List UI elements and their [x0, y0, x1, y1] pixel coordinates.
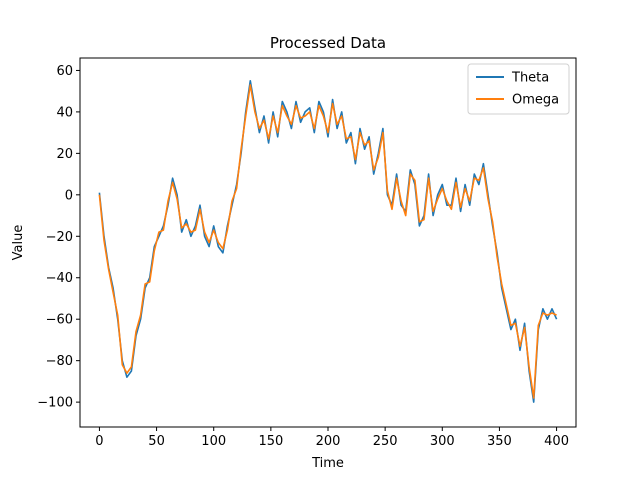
chart-title: Processed Data — [270, 34, 386, 52]
y-tick-label: 40 — [56, 105, 73, 120]
y-tick-label: −20 — [46, 230, 73, 245]
x-axis-label: Time — [311, 456, 344, 471]
x-tick-label: 350 — [487, 434, 512, 449]
y-tick-label: 60 — [56, 64, 73, 79]
x-tick-label: 150 — [258, 434, 283, 449]
legend-label-theta: Theta — [511, 71, 549, 86]
legend: Theta Omega — [467, 63, 570, 115]
y-tick-label: −40 — [46, 271, 73, 286]
x-axis: 0 50 100 150 200 250 300 350 400 — [95, 427, 569, 449]
y-tick-label: 0 — [65, 188, 73, 203]
y-tick-label: 20 — [56, 147, 73, 162]
x-tick-label: 0 — [95, 434, 103, 449]
x-tick-label: 100 — [201, 434, 226, 449]
x-tick-label: 250 — [373, 434, 398, 449]
y-tick-label: −60 — [46, 313, 73, 328]
y-axis: −100 −80 −60 −40 −20 0 20 40 60 — [37, 64, 80, 411]
y-axis-label: Value — [11, 225, 26, 261]
x-tick-label: 300 — [430, 434, 455, 449]
y-tick-label: −80 — [46, 354, 73, 369]
x-tick-label: 400 — [544, 434, 569, 449]
x-tick-label: 200 — [316, 434, 341, 449]
x-tick-label: 50 — [148, 434, 165, 449]
series-line-omega — [98, 84, 557, 399]
y-tick-label: −100 — [37, 396, 73, 411]
series-layer — [98, 80, 558, 403]
legend-label-omega: Omega — [512, 93, 559, 108]
